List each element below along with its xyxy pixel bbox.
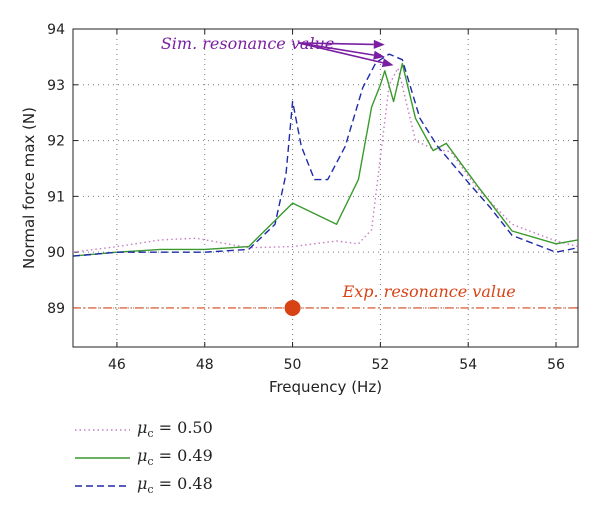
annotation-arrow [298,42,375,56]
series-line [72,67,579,253]
legend-item: μc = 0.49 [75,446,275,474]
legend-swatch [75,485,130,487]
series-line [72,53,579,257]
annotation-arrowhead [381,58,394,68]
legend-swatch [75,457,130,459]
x-tick-label: 48 [196,357,214,373]
legend-subscript: c [147,427,154,441]
x-tick-label: 54 [459,357,477,373]
x-tick-label: 52 [371,357,389,373]
x-tick-label: 50 [284,357,302,373]
legend-value: = 0.48 [153,474,213,493]
y-tick-label: 89 [47,301,65,317]
series-lines [72,53,579,257]
legend-item: μc = 0.50 [75,418,275,446]
y-tick-label: 91 [47,189,65,205]
legend-value: = 0.50 [153,418,213,437]
annotation-arrowhead [373,39,385,49]
y-tick-label: 92 [47,134,65,150]
legend-subscript: c [147,455,154,469]
x-axis-label: Frequency (Hz) [269,378,382,396]
experimental-resonance-label: Exp. resonance value [342,282,516,301]
legend-subscript: c [147,483,154,497]
legend-mu: μ [137,474,148,493]
legend: μc = 0.50 μc = 0.49 μc = 0.48 [75,418,275,502]
y-tick-label: 94 [47,22,65,38]
y-tick-label: 93 [47,78,65,94]
x-tick-label: 56 [547,357,565,373]
series-line [72,62,579,257]
legend-mu: μ [137,446,148,465]
experimental-resonance-point [284,299,301,316]
annotation-arrowhead [373,50,385,60]
y-tick-label: 90 [47,245,65,261]
axis-ticks: 46 48 50 52 54 56 89 90 91 92 93 94 [47,22,578,373]
legend-value: = 0.49 [153,446,213,465]
legend-swatch [75,429,130,431]
simulated-resonance-annotation: Sim. resonance value [161,34,394,68]
experimental-resonance: Exp. resonance value [73,282,578,316]
y-axis-label: Normal force max (N) [20,107,38,269]
x-tick-label: 46 [108,357,126,373]
legend-label: μc = 0.49 [137,446,213,468]
legend-mu: μ [137,418,148,437]
legend-label: μc = 0.50 [137,418,213,440]
legend-item: μc = 0.48 [75,474,275,502]
legend-label: μc = 0.48 [137,474,213,496]
simulated-resonance-label: Sim. resonance value [161,34,335,53]
annotation-arrow [298,42,374,46]
annotation-arrow [298,42,384,64]
plot-frame [72,28,579,348]
